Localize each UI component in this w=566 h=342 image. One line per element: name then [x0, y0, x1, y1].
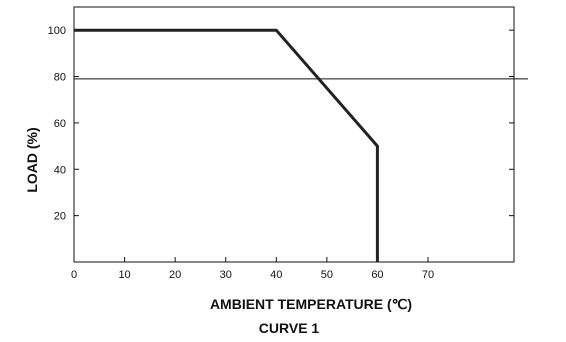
y-tick-label: 20: [54, 211, 66, 223]
x-tick-label: 30: [220, 269, 232, 281]
y-tick-label: 40: [54, 164, 66, 176]
y-tick-label: 80: [54, 72, 66, 84]
x-tick-label: 60: [371, 269, 383, 281]
y-tick-label: 100: [48, 25, 66, 37]
y-tick-label: 60: [54, 118, 66, 130]
x-tick-label: 20: [169, 269, 181, 281]
x-tick-label: 0: [71, 269, 77, 281]
plot-frame: [73, 6, 515, 263]
x-tick-label: 70: [422, 269, 434, 281]
x-tick-label: 10: [118, 269, 130, 281]
x-tick-label: 40: [270, 269, 282, 281]
x-axis-title: AMBIENT TEMPERATURE (℃): [210, 296, 412, 312]
tick-group: 0 10 20 30 40 50 60 70 20 40 60 80 100: [48, 25, 514, 281]
x-tick-label: 50: [321, 269, 333, 281]
load-curve: [74, 28, 379, 262]
y-axis-title: LOAD (%): [24, 127, 40, 192]
chart-caption: CURVE 1: [259, 320, 320, 336]
